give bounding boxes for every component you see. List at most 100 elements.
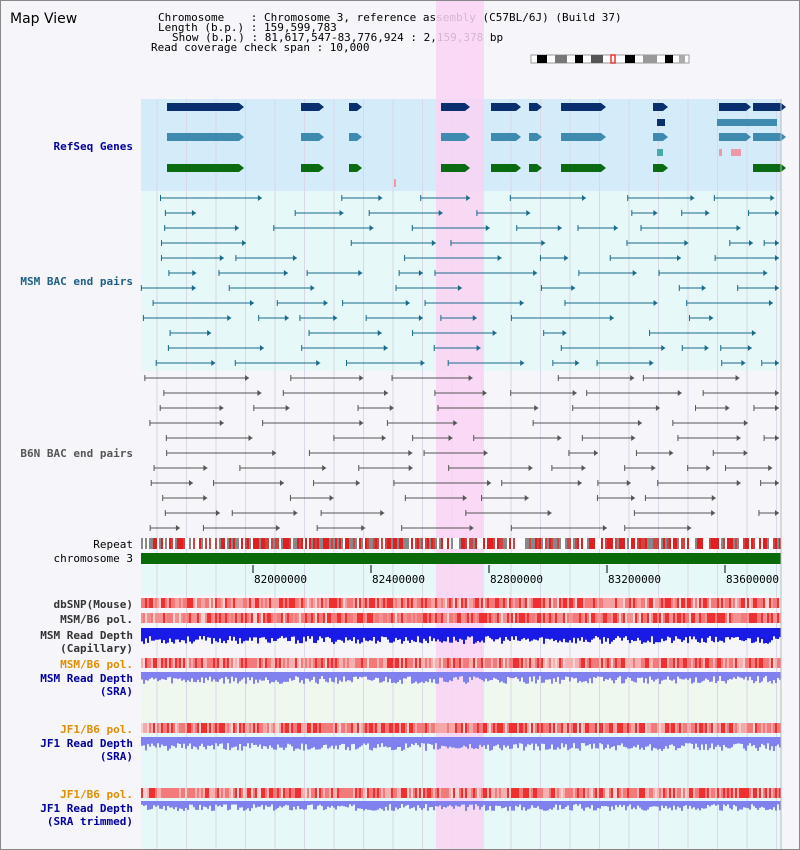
heat-mark [775, 723, 777, 733]
depth-mark [303, 628, 305, 637]
heat-mark [225, 658, 227, 668]
heat-mark [559, 788, 561, 798]
heat-mark [309, 613, 311, 623]
repeat-mark [405, 538, 407, 549]
depth-mark [527, 628, 529, 639]
repeat-mark [243, 538, 245, 549]
depth-mark [215, 628, 217, 642]
bac-end-arrow [775, 210, 779, 216]
heat-mark [191, 598, 193, 608]
heat-mark [639, 598, 641, 608]
track-label-msm-b6-pol[interactable]: MSM/B6 pol. [60, 613, 133, 626]
heat-mark [579, 658, 581, 668]
heat-mark [647, 658, 649, 668]
heat-mark [399, 613, 401, 623]
depth-mark [149, 737, 151, 747]
repeat-mark [667, 538, 669, 549]
heat-mark [189, 788, 191, 798]
track-label-refseq[interactable]: RefSeq Genes [53, 140, 133, 153]
heat-mark [637, 788, 639, 798]
depth-mark [551, 737, 553, 745]
track-label-msm-read-depth-capillary[interactable]: MSM Read Depth [40, 629, 133, 642]
heat-mark [453, 788, 455, 798]
depth-mark [263, 737, 265, 746]
heat-mark [523, 598, 525, 608]
track-label-msm-bac[interactable]: MSM BAC end pairs [20, 275, 133, 288]
depth-mark [703, 737, 705, 750]
track-label-msm-b6-pol-2[interactable]: MSM/B6 pol. [60, 658, 133, 671]
depth-mark [611, 737, 613, 748]
depth-mark [513, 672, 515, 679]
depth-mark [241, 737, 243, 751]
bac-end-arrow [653, 210, 658, 216]
depth-mark [251, 672, 253, 678]
heat-mark [385, 613, 387, 623]
depth-mark [431, 801, 433, 807]
depth-mark [205, 628, 207, 641]
depth-mark [165, 737, 167, 746]
heat-mark [737, 788, 739, 798]
heat-mark [197, 658, 199, 668]
heat-mark [251, 658, 253, 668]
depth-mark [695, 737, 697, 744]
heat-mark [677, 723, 679, 733]
heat-mark [241, 598, 243, 608]
track-label-jf1-b6-pol-2[interactable]: JF1/B6 pol. [60, 788, 133, 801]
chromosome-bar [141, 553, 781, 564]
repeat-mark [257, 538, 259, 549]
heat-mark [689, 598, 691, 608]
heat-mark [657, 658, 659, 668]
heat-mark [573, 723, 575, 733]
depth-mark [549, 672, 551, 680]
heat-mark [521, 788, 523, 798]
track-label-msm-read-depth-sra[interactable]: MSM Read Depth [40, 672, 133, 685]
repeat-mark [757, 538, 759, 549]
heat-mark [535, 613, 537, 623]
gene-arrow [663, 133, 668, 141]
heat-mark [525, 658, 527, 668]
heat-mark [499, 598, 501, 608]
repeat-mark [367, 538, 369, 549]
heat-mark [255, 723, 257, 733]
heat-mark [255, 658, 257, 668]
depth-mark [267, 672, 269, 680]
depth-mark [289, 801, 291, 810]
heat-mark [273, 613, 275, 623]
track-label-dbsnp[interactable]: dbSNP(Mouse) [53, 598, 133, 611]
track-label-jf1-read-depth-trimmed[interactable]: JF1 Read Depth [40, 802, 133, 815]
repeat-mark [669, 538, 671, 549]
track-label-jf1-b6-pol[interactable]: JF1/B6 pol. [60, 723, 133, 736]
depth-mark [233, 801, 235, 805]
heat-mark [179, 723, 181, 733]
depth-mark [349, 672, 351, 681]
heat-mark [319, 788, 321, 798]
bac-end-arrow [292, 255, 297, 261]
depth-mark [503, 737, 505, 746]
depth-mark [311, 672, 313, 680]
depth-mark [483, 801, 485, 806]
depth-mark [779, 737, 781, 748]
repeat-mark [155, 538, 157, 549]
heat-mark [605, 788, 607, 798]
bac-end-arrow [418, 315, 423, 321]
heat-mark [673, 788, 675, 798]
bac-end-arrow [361, 525, 366, 531]
heat-mark [571, 723, 573, 733]
repeat-mark [143, 538, 145, 549]
track-label-repeat[interactable]: Repeat [93, 538, 133, 551]
depth-mark [539, 737, 541, 751]
heat-mark [463, 788, 465, 798]
depth-mark [321, 737, 323, 748]
gene-feature [349, 164, 357, 172]
heat-mark [211, 658, 213, 668]
chromosome-ideogram[interactable] [529, 53, 691, 65]
depth-mark [631, 737, 633, 749]
bac-end-arrow [329, 495, 334, 501]
heat-mark [707, 723, 709, 733]
depth-mark [585, 628, 587, 640]
track-label-jf1-read-depth-sra[interactable]: JF1 Read Depth [40, 737, 133, 750]
track-label-chromosome[interactable]: chromosome 3 [53, 552, 133, 565]
track-label-b6n-bac[interactable]: B6N BAC end pairs [20, 447, 133, 460]
heat-mark [715, 723, 717, 733]
